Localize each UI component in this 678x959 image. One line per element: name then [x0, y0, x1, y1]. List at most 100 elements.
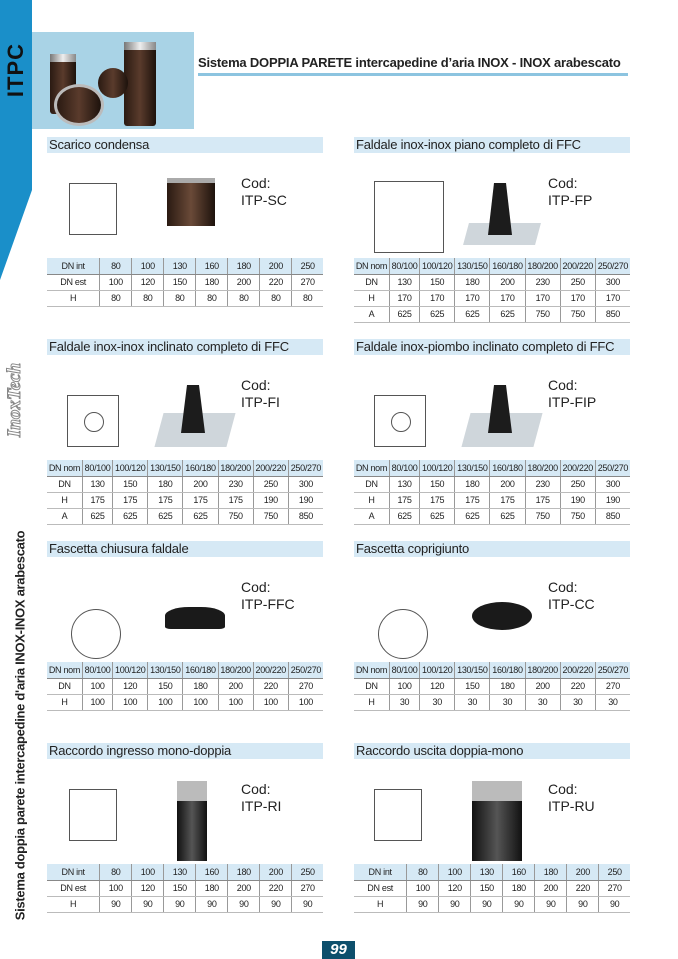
table-cell: 220	[559, 678, 596, 695]
section-title: Raccordo uscita doppia-mono	[354, 743, 630, 759]
row-label: DN int	[354, 864, 407, 881]
table-cell: 270	[291, 274, 323, 291]
table-cell: 200/220	[559, 460, 596, 477]
table-cell: 120	[131, 274, 164, 291]
table-cell: 200	[182, 476, 219, 493]
table-row: H 90 90 90 90 90 90 90	[354, 896, 630, 913]
table-row: DN nom 80/100 100/120 130/150 160/180 180/200…	[354, 662, 630, 679]
table-row: DN nom 80/100 100/120 130/150 160/180 180/200…	[47, 662, 323, 679]
table-cell: 200	[489, 476, 526, 493]
product-section: Raccordo ingresso mono-doppia Cod: ITP-RI…	[47, 743, 323, 913]
table-cell: 90	[259, 896, 292, 913]
table-row: DN int 80 100 130 160 180 200 250	[354, 864, 630, 881]
table-cell: 160/180	[489, 258, 526, 275]
table-cell: 130/150	[147, 460, 183, 477]
table-row: DN 130 150 180 200 230 250 300	[47, 476, 323, 493]
table-cell: 130	[163, 864, 196, 881]
table-row: DN 100 120 150 180 200 220 270	[47, 678, 323, 695]
table-cell: 300	[287, 476, 323, 493]
table-cell: 250/270	[594, 662, 630, 679]
row-label: A	[47, 508, 83, 525]
row-label: DN nom	[47, 662, 83, 679]
table-cell: 250/270	[287, 460, 323, 477]
table-cell: 625	[112, 508, 148, 525]
table-row: DN int 80 100 130 160 180 200 250	[47, 258, 323, 275]
row-label: DN	[47, 678, 83, 695]
table-cell: 180/200	[524, 460, 561, 477]
table-cell: 180	[195, 274, 228, 291]
table-cell: 270	[291, 880, 323, 897]
table-cell: 90	[227, 896, 260, 913]
table-cell: 90	[566, 896, 599, 913]
dimensions-table: DN int 80 100 130 160 180 200 250 DN est 100 120 15…	[354, 864, 630, 913]
product-code: Cod: ITP-CC	[548, 579, 595, 612]
table-cell: 90	[502, 896, 535, 913]
product-code: Cod: ITP-RI	[241, 781, 282, 814]
table-cell: 175	[489, 492, 526, 509]
table-cell: 160/180	[182, 662, 219, 679]
table-cell: 175	[182, 492, 219, 509]
table-cell: 100/120	[112, 460, 148, 477]
technical-drawing	[374, 181, 444, 253]
table-cell: 850	[594, 508, 630, 525]
row-label: H	[47, 694, 83, 711]
table-cell: 200	[524, 678, 561, 695]
table-cell: 180	[227, 258, 260, 275]
table-row: DN 100 120 150 180 200 220 270	[354, 678, 630, 695]
table-cell: 30	[559, 694, 596, 711]
table-cell: 130/150	[454, 258, 490, 275]
table-cell: 230	[217, 476, 254, 493]
row-label: DN int	[47, 258, 100, 275]
table-cell: 180	[534, 864, 567, 881]
table-cell: 30	[594, 694, 630, 711]
table-cell: 625	[419, 508, 455, 525]
product-section: Raccordo uscita doppia-mono Cod: ITP-RU D…	[354, 743, 630, 913]
row-label: DN est	[354, 880, 407, 897]
table-cell: 30	[419, 694, 455, 711]
inoxtech-logo: InoxTech	[4, 362, 26, 438]
product-photo	[472, 602, 532, 630]
row-label: DN	[354, 274, 390, 291]
table-cell: 250	[291, 864, 323, 881]
table-cell: 90	[291, 896, 323, 913]
table-cell: 200/220	[252, 460, 289, 477]
table-cell: 175	[147, 492, 183, 509]
table-cell: 170	[388, 290, 420, 307]
table-cell: 120	[419, 678, 455, 695]
technical-drawing	[71, 609, 121, 659]
table-cell: 160	[502, 864, 535, 881]
table-row: DN 130 150 180 200 230 250 300	[354, 476, 630, 493]
table-cell: 750	[524, 508, 561, 525]
table-cell: 90	[598, 896, 630, 913]
table-row: H 170 170 170 170 170 170 170	[354, 290, 630, 307]
table-cell: 200	[227, 880, 260, 897]
side-caption: Sistema doppia parete intercapedine d'ar…	[12, 530, 28, 920]
table-row: DN nom 80/100 100/120 130/150 160/180 180/200…	[354, 460, 630, 477]
table-cell: 80	[99, 258, 132, 275]
table-cell: 190	[252, 492, 289, 509]
table-cell: 175	[217, 492, 254, 509]
table-cell: 120	[112, 678, 148, 695]
table-cell: 220	[259, 274, 292, 291]
row-label: H	[47, 492, 83, 509]
section-title: Faldale inox-inox inclinato completo di …	[47, 339, 323, 355]
table-cell: 130/150	[454, 460, 490, 477]
table-cell: 180/200	[217, 460, 254, 477]
dimensions-table: DN nom 80/100 100/120 130/150 160/180 180/200…	[354, 460, 630, 525]
row-label: H	[354, 896, 407, 913]
table-cell: 160/180	[489, 662, 526, 679]
table-cell: 625	[388, 306, 420, 323]
row-label: H	[47, 290, 100, 307]
product-code: Cod: ITP-FI	[241, 377, 280, 410]
table-cell: 160/180	[182, 460, 219, 477]
section-title: Raccordo ingresso mono-doppia	[47, 743, 323, 759]
row-label: A	[354, 306, 390, 323]
table-row: H 100 100 100 100 100 100 100	[47, 694, 323, 711]
table-cell: 180	[227, 864, 260, 881]
table-cell: 200/220	[252, 662, 289, 679]
table-cell: 100	[217, 694, 254, 711]
table-cell: 120	[131, 880, 164, 897]
table-cell: 120	[438, 880, 471, 897]
table-cell: 625	[388, 508, 420, 525]
table-cell: 100/120	[112, 662, 148, 679]
